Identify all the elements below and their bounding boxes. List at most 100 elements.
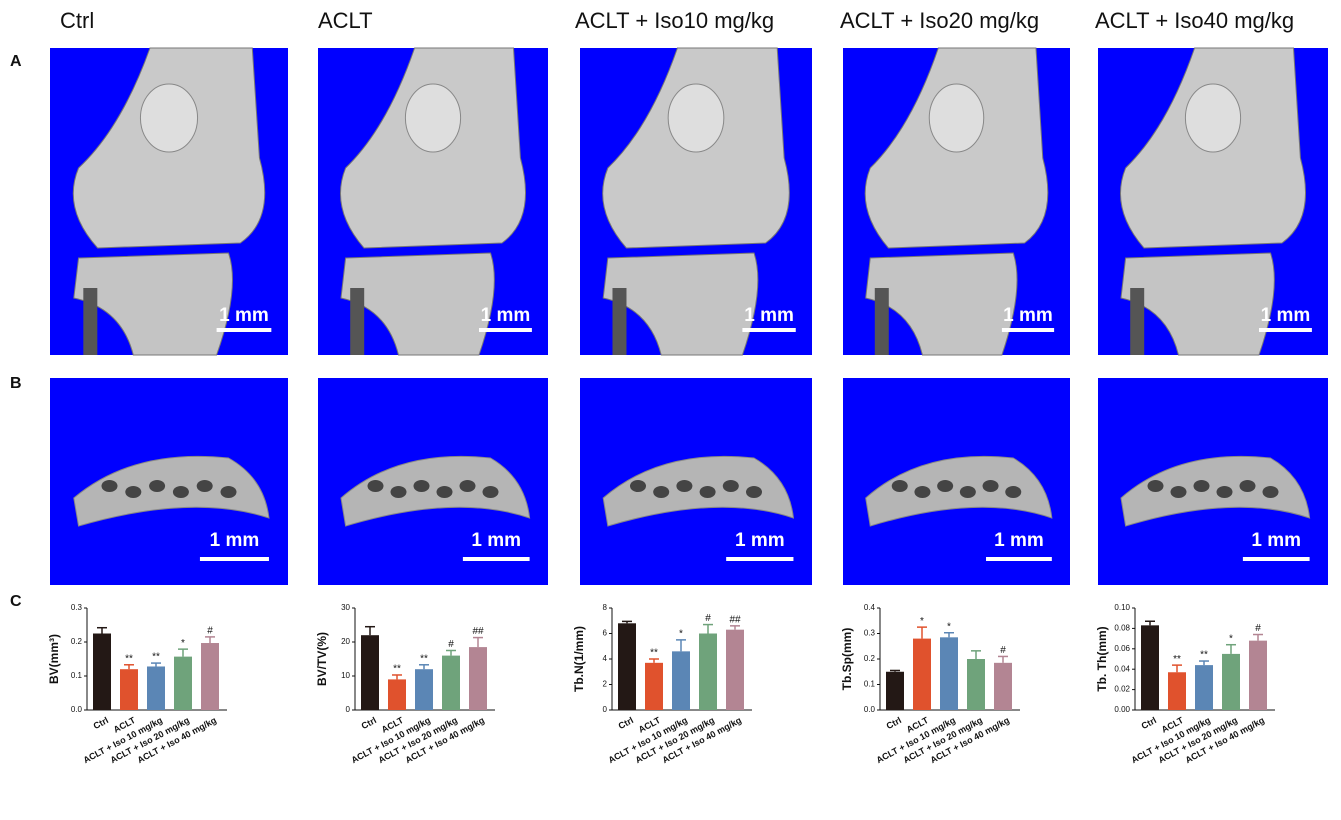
trabecula (983, 480, 999, 492)
column-header: Ctrl (60, 8, 94, 33)
fibula (612, 288, 626, 355)
bar (147, 666, 165, 710)
y-tick-label: 30 (341, 603, 350, 612)
scale-bar-label: 1 mm (735, 530, 785, 551)
trabecula (1217, 486, 1233, 498)
bar (994, 663, 1012, 710)
trabecula (368, 480, 384, 492)
y-tick-label: 0.2 (71, 637, 83, 646)
column-header: ACLT + Iso20 mg/kg (840, 8, 1039, 33)
x-tick-label: Ctrl (885, 715, 903, 731)
trabecula (391, 486, 407, 498)
significance: ** (125, 653, 133, 664)
bar (886, 672, 904, 710)
bar (120, 669, 138, 710)
trabecula (700, 486, 716, 498)
significance: * (1229, 633, 1233, 644)
fibula (350, 288, 364, 355)
significance: # (448, 639, 454, 650)
x-tick-label: Ctrl (1140, 715, 1158, 731)
bar (1195, 665, 1213, 710)
scale-bar-label: 1 mm (210, 530, 260, 551)
trabecula (1263, 486, 1279, 498)
trabecula (937, 480, 953, 492)
significance: ## (729, 614, 741, 625)
significance: ** (1173, 654, 1181, 665)
y-tick-label: 0.2 (864, 654, 876, 663)
condyle (929, 84, 983, 152)
significance: # (1000, 645, 1006, 656)
trabecula (960, 486, 976, 498)
bar (201, 643, 219, 710)
y-tick-label: 0.3 (71, 603, 83, 612)
y-tick-label: 6 (603, 629, 608, 638)
bar (1222, 654, 1240, 710)
y-axis-label: Tb.N(1/mm) (572, 626, 586, 692)
trabecula (125, 486, 141, 498)
trabecula (460, 480, 476, 492)
trabecula (1005, 486, 1021, 498)
significance: * (181, 638, 185, 649)
condyle (405, 84, 460, 152)
scale-bar-label: 1 mm (1261, 305, 1311, 326)
trabecula (1171, 486, 1187, 498)
figure: A B C Ctrl 1 mm 1 mm ACLT 1 mm 1 mm ACLT + Iso… (0, 0, 1341, 820)
bar (645, 663, 663, 710)
y-tick-label: 8 (603, 603, 608, 612)
trabecula (630, 480, 646, 492)
trabecula (197, 480, 213, 492)
bar (618, 623, 636, 710)
scale-bar-label: 1 mm (471, 530, 521, 551)
bar (388, 679, 406, 710)
panel-label: A (10, 53, 22, 70)
significance: ** (650, 648, 658, 659)
fibula (83, 288, 97, 355)
bar (1168, 672, 1186, 710)
trabecula (746, 486, 762, 498)
significance: # (1255, 623, 1261, 634)
y-tick-label: 0.06 (1114, 644, 1130, 653)
scale-bar-label: 1 mm (994, 530, 1044, 551)
y-tick-label: 0.04 (1114, 664, 1130, 673)
panel-label: B (10, 375, 22, 392)
significance: ** (393, 664, 401, 675)
column-header: ACLT + Iso40 mg/kg (1095, 8, 1294, 33)
trabecula (1148, 480, 1164, 492)
x-tick-label: Ctrl (360, 715, 378, 731)
y-axis-label: Tb. Th(mm) (1095, 626, 1109, 691)
y-tick-label: 0.0 (864, 705, 876, 714)
bar (1141, 625, 1159, 710)
y-tick-label: 10 (341, 671, 350, 680)
trabecula (653, 486, 669, 498)
significance: ** (1200, 650, 1208, 661)
y-tick-label: 0.0 (71, 705, 83, 714)
y-tick-label: 2 (603, 680, 608, 689)
y-tick-label: 0.02 (1114, 685, 1130, 694)
y-tick-label: 4 (603, 654, 608, 663)
scale-bar-label: 1 mm (744, 305, 794, 326)
scale-bar-label: 1 mm (219, 305, 269, 326)
condyle (668, 84, 724, 152)
column-header: ACLT (318, 8, 373, 33)
y-tick-label: 0.3 (864, 629, 876, 638)
trabecula (1240, 480, 1256, 492)
bar (442, 656, 460, 710)
y-tick-label: 0.1 (71, 671, 83, 680)
significance: # (705, 613, 711, 624)
bar (415, 669, 433, 710)
significance: * (679, 629, 683, 640)
bar (726, 630, 744, 710)
y-tick-label: 0.4 (864, 603, 876, 612)
panel-label: C (10, 593, 22, 610)
trabecula (892, 480, 908, 492)
bar (699, 634, 717, 711)
fibula (1130, 288, 1144, 355)
y-tick-label: 20 (341, 637, 350, 646)
bar (469, 647, 487, 710)
y-axis-label: BV(mm³) (47, 634, 61, 684)
column-header: ACLT + Iso10 mg/kg (575, 8, 774, 33)
significance: ** (152, 652, 160, 663)
significance: # (207, 626, 213, 637)
y-tick-label: 0.10 (1114, 603, 1130, 612)
condyle (1185, 84, 1240, 152)
